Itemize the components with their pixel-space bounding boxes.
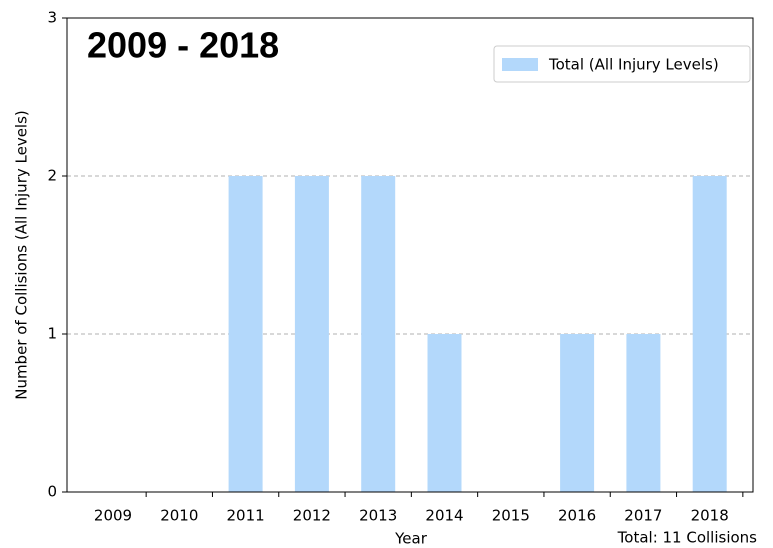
x-tick-label: 2016 [558,507,596,525]
y-tick-label: 3 [47,9,57,27]
annotation: Total: 11 Collisions [617,529,758,547]
bar [228,176,263,492]
x-tick-label: 2014 [425,507,463,525]
bar [560,334,595,492]
x-tick-label: 2017 [624,507,662,525]
bar [427,334,462,492]
y-tick-label: 0 [47,483,57,501]
legend: Total (All Injury Levels) [493,45,751,83]
bar [294,176,329,492]
x-tick-label: 2018 [691,507,729,525]
x-axis-label: Year [394,530,428,548]
legend-label: Total (All Injury Levels) [548,56,719,74]
bar [626,334,661,492]
x-tick-label: 2015 [492,507,530,525]
bar [361,176,396,492]
plot-frame [66,17,754,493]
x-tick-label: 2009 [94,507,132,525]
y-tick-label: 1 [47,325,57,343]
chart-title: 2009 - 2018 [87,25,279,66]
x-tick-label: 2012 [293,507,331,525]
x-tick-label: 2013 [359,507,397,525]
legend-swatch [502,58,538,71]
x-tick-label: 2011 [227,507,265,525]
y-tick-label: 2 [47,167,57,185]
bar [692,176,727,492]
legend-box [493,45,751,83]
x-tick-label: 2010 [160,507,198,525]
y-axis-label: Number of Collisions (All Injury Levels) [13,110,31,400]
